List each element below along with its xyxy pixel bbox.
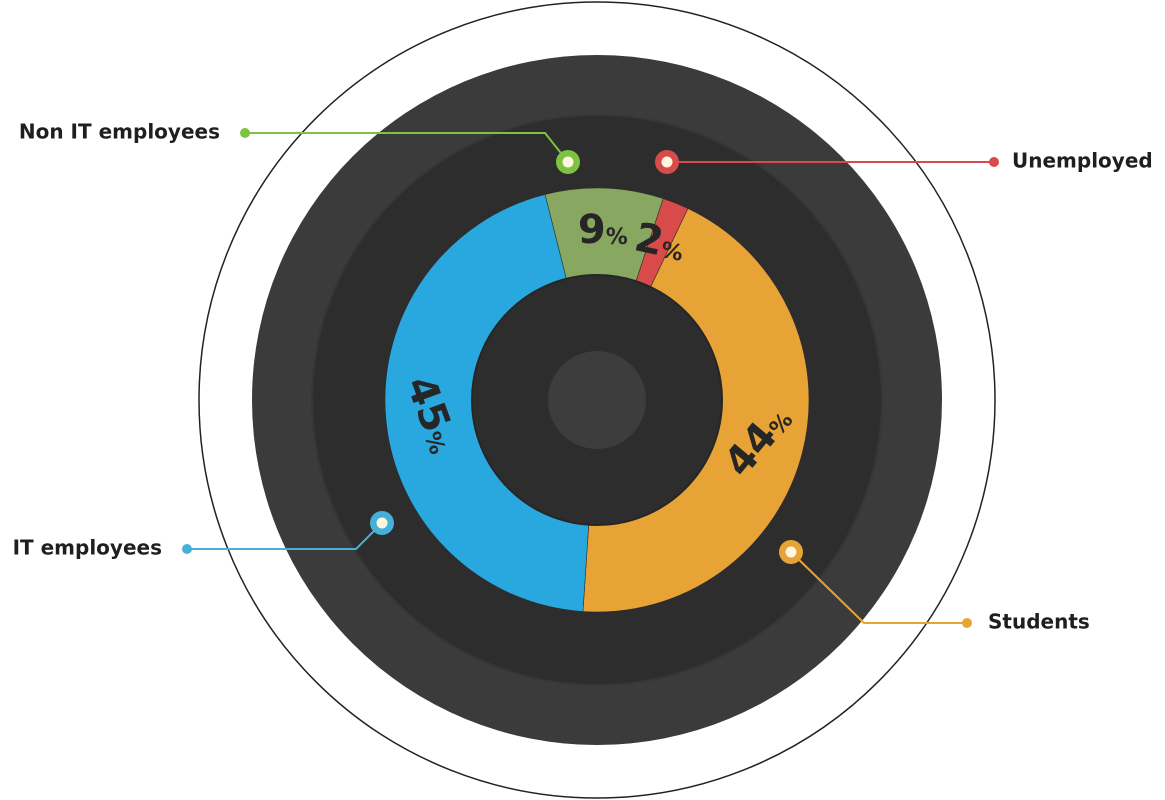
legend-label-unemployed: Unemployed [1012, 149, 1153, 173]
legend-label-non-it-employees: Non IT employees [19, 120, 220, 144]
callouts-group: Non IT employees Unemployed Students IT emp… [13, 120, 1153, 634]
legend-label-students: Students [988, 610, 1090, 634]
center-knob [548, 351, 646, 449]
connector-end-dot-non-it-employees [240, 128, 250, 138]
hole-edge [471, 274, 723, 526]
marker-center-students [785, 546, 797, 558]
inner-ring-edge [311, 114, 883, 686]
outer-ring-outline [198, 1, 996, 799]
marker-center-it-employees [376, 517, 388, 529]
connector-end-dot-it-employees [182, 544, 192, 554]
marker-center-unemployed [661, 156, 673, 168]
connector-end-dot-students [962, 618, 972, 628]
svg-text:9%: 9% [578, 207, 628, 253]
connector-non-it-employees [245, 132, 569, 163]
pct-label-non-it-employees: 9% [578, 207, 628, 253]
connector-end-dot-unemployed [989, 157, 999, 167]
legend-label-it-employees: IT employees [13, 536, 162, 560]
connector-students [790, 551, 967, 624]
connector-it-employees [187, 522, 383, 550]
marker-center-non-it-employees [562, 156, 574, 168]
